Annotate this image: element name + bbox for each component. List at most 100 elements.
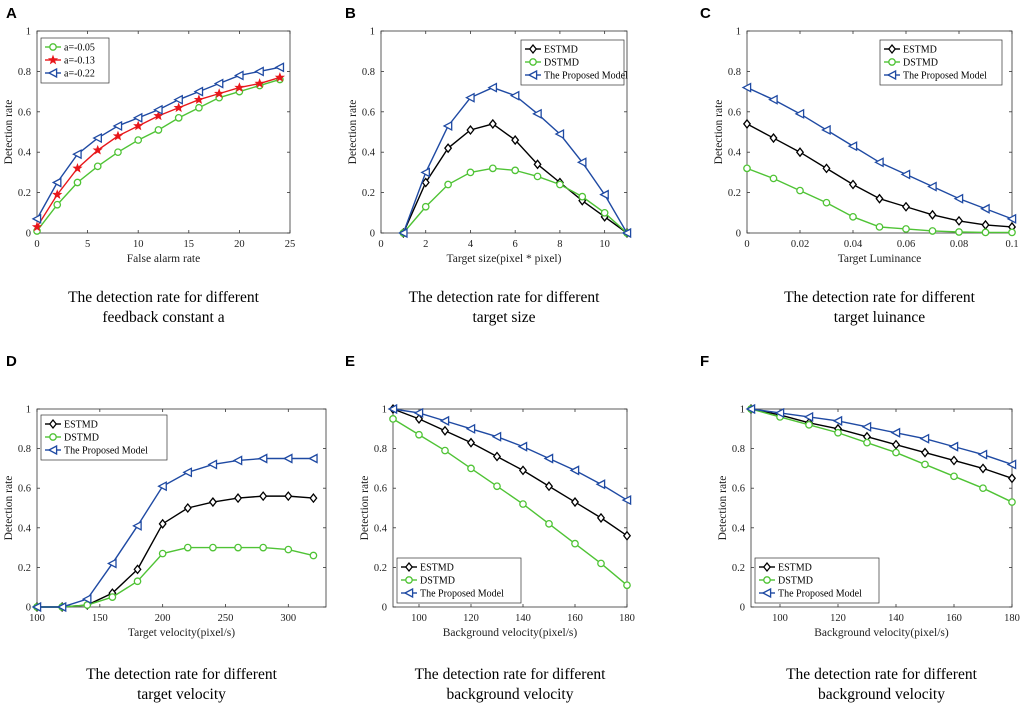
series-estmd [32, 491, 318, 613]
data-point [308, 453, 318, 464]
caption-line: The detection rate for different [68, 289, 259, 306]
x-tick-label: 0.1 [1005, 239, 1018, 250]
data-point [81, 594, 92, 605]
data-point [254, 66, 264, 77]
y-tick-label: 0.2 [732, 563, 745, 574]
y-tick-label: 0.2 [18, 188, 31, 199]
legend-marker [529, 58, 537, 66]
x-tick-label: 160 [946, 613, 962, 624]
caption-line: target luinance [834, 309, 926, 326]
panel-letter: A [6, 5, 17, 22]
y-tick-label: 0.8 [374, 444, 387, 455]
data-point [106, 558, 117, 569]
y-tick-label: 0.6 [374, 484, 387, 495]
data-point [890, 427, 901, 438]
data-point [511, 166, 520, 175]
data-point [622, 530, 632, 541]
data-point [892, 448, 900, 457]
data-point [822, 163, 831, 174]
y-axis-title: Detection rate [359, 476, 371, 541]
data-point [52, 189, 63, 199]
data-point [195, 103, 203, 112]
y-tick-label: 0 [26, 229, 31, 240]
legend: ESTMD DSTMD The Proposed Model [40, 414, 168, 461]
legend-marker [49, 43, 57, 51]
legend-box [754, 557, 880, 604]
caption-line: The detection rate for different [784, 289, 975, 306]
data-point [491, 431, 502, 442]
data-point [569, 465, 580, 476]
data-point [795, 147, 805, 158]
data-point [979, 484, 987, 493]
y-tick-label: 0.8 [728, 67, 741, 78]
x-axis-title: Background velocity(pixel/s) [814, 627, 949, 639]
data-point [1008, 228, 1016, 237]
data-point [439, 415, 450, 426]
panel-B: B 0 2 4 6 8 10 0 0.2 0.4 0.6 0.8 1 Target size(pixel … [345, 5, 632, 326]
x-tick-label: 180 [619, 613, 635, 624]
series-estmd [746, 403, 1017, 484]
data-point [518, 465, 528, 476]
data-point [517, 441, 528, 452]
legend-marker [405, 576, 413, 584]
y-tick-label: 0.6 [732, 484, 745, 495]
x-tick-label: 0 [744, 239, 749, 250]
legend: ESTMD DSTMD The Proposed Model [754, 557, 880, 604]
x-tick-label: 10 [133, 239, 144, 250]
data-point [741, 82, 752, 93]
data-point [874, 157, 884, 168]
series-line [392, 408, 628, 501]
x-tick-label: 150 [92, 613, 108, 624]
series-line [750, 408, 1013, 479]
series-line [750, 408, 1013, 466]
legend-marker [763, 576, 771, 584]
panel-letter: E [345, 353, 355, 370]
x-tick-label: 25 [285, 239, 296, 250]
data-point [544, 481, 554, 492]
data-point [413, 407, 424, 419]
data-point [414, 413, 424, 424]
x-tick-label: 8 [557, 239, 562, 250]
legend-label: The Proposed Model [64, 446, 148, 457]
data-point [847, 141, 858, 152]
x-tick-label: 120 [830, 613, 846, 624]
caption-line: The detection rate for different [415, 666, 606, 683]
data-point [576, 157, 587, 168]
data-point [31, 221, 43, 232]
legend-label: The Proposed Model [778, 589, 862, 600]
data-point [444, 180, 452, 189]
legend-label: ESTMD [64, 420, 98, 431]
legend-marker [403, 587, 414, 599]
legend-marker [47, 67, 58, 79]
panel-C: C 0 0.02 0.04 0.06 0.08 0.1 0 0.2 0.4 0.6 0.8 1 Targe… [700, 5, 1019, 326]
data-point [949, 455, 959, 466]
data-point [745, 403, 756, 415]
series-the-proposed-model [31, 453, 318, 613]
x-tick-label: 15 [184, 239, 195, 250]
y-tick-label: 0 [26, 603, 31, 614]
data-point [466, 124, 475, 136]
data-point [257, 453, 268, 464]
x-tick-label: 180 [1004, 613, 1020, 624]
data-point [493, 482, 501, 491]
series-the-proposed-model [387, 403, 632, 506]
panel-D: D 100 150 200 250 300 0 0.2 0.4 0.6 0.8 1 Target vel… [3, 353, 327, 703]
legend-marker [888, 58, 896, 66]
y-tick-label: 1 [382, 405, 387, 416]
y-tick-label: 1 [26, 405, 31, 416]
data-point [213, 78, 224, 89]
data-point [465, 92, 475, 103]
series-line [750, 408, 1013, 503]
series-the-proposed-model [745, 403, 1017, 470]
legend: ESTMD DSTMD The Proposed Model [879, 39, 1003, 86]
legend-label: The Proposed Model [420, 589, 504, 600]
series-line [36, 78, 281, 232]
x-tick-label: 0 [34, 239, 39, 250]
data-point [465, 423, 476, 434]
data-point [595, 479, 606, 490]
legend-box [396, 557, 522, 604]
x-tick-label: 6 [513, 239, 518, 250]
panel-F: F 100 120 140 160 180 0 0.2 0.4 0.6 0.8 1 Background… [700, 353, 1020, 703]
y-tick-label: 0.2 [374, 563, 387, 574]
data-point [274, 62, 285, 73]
